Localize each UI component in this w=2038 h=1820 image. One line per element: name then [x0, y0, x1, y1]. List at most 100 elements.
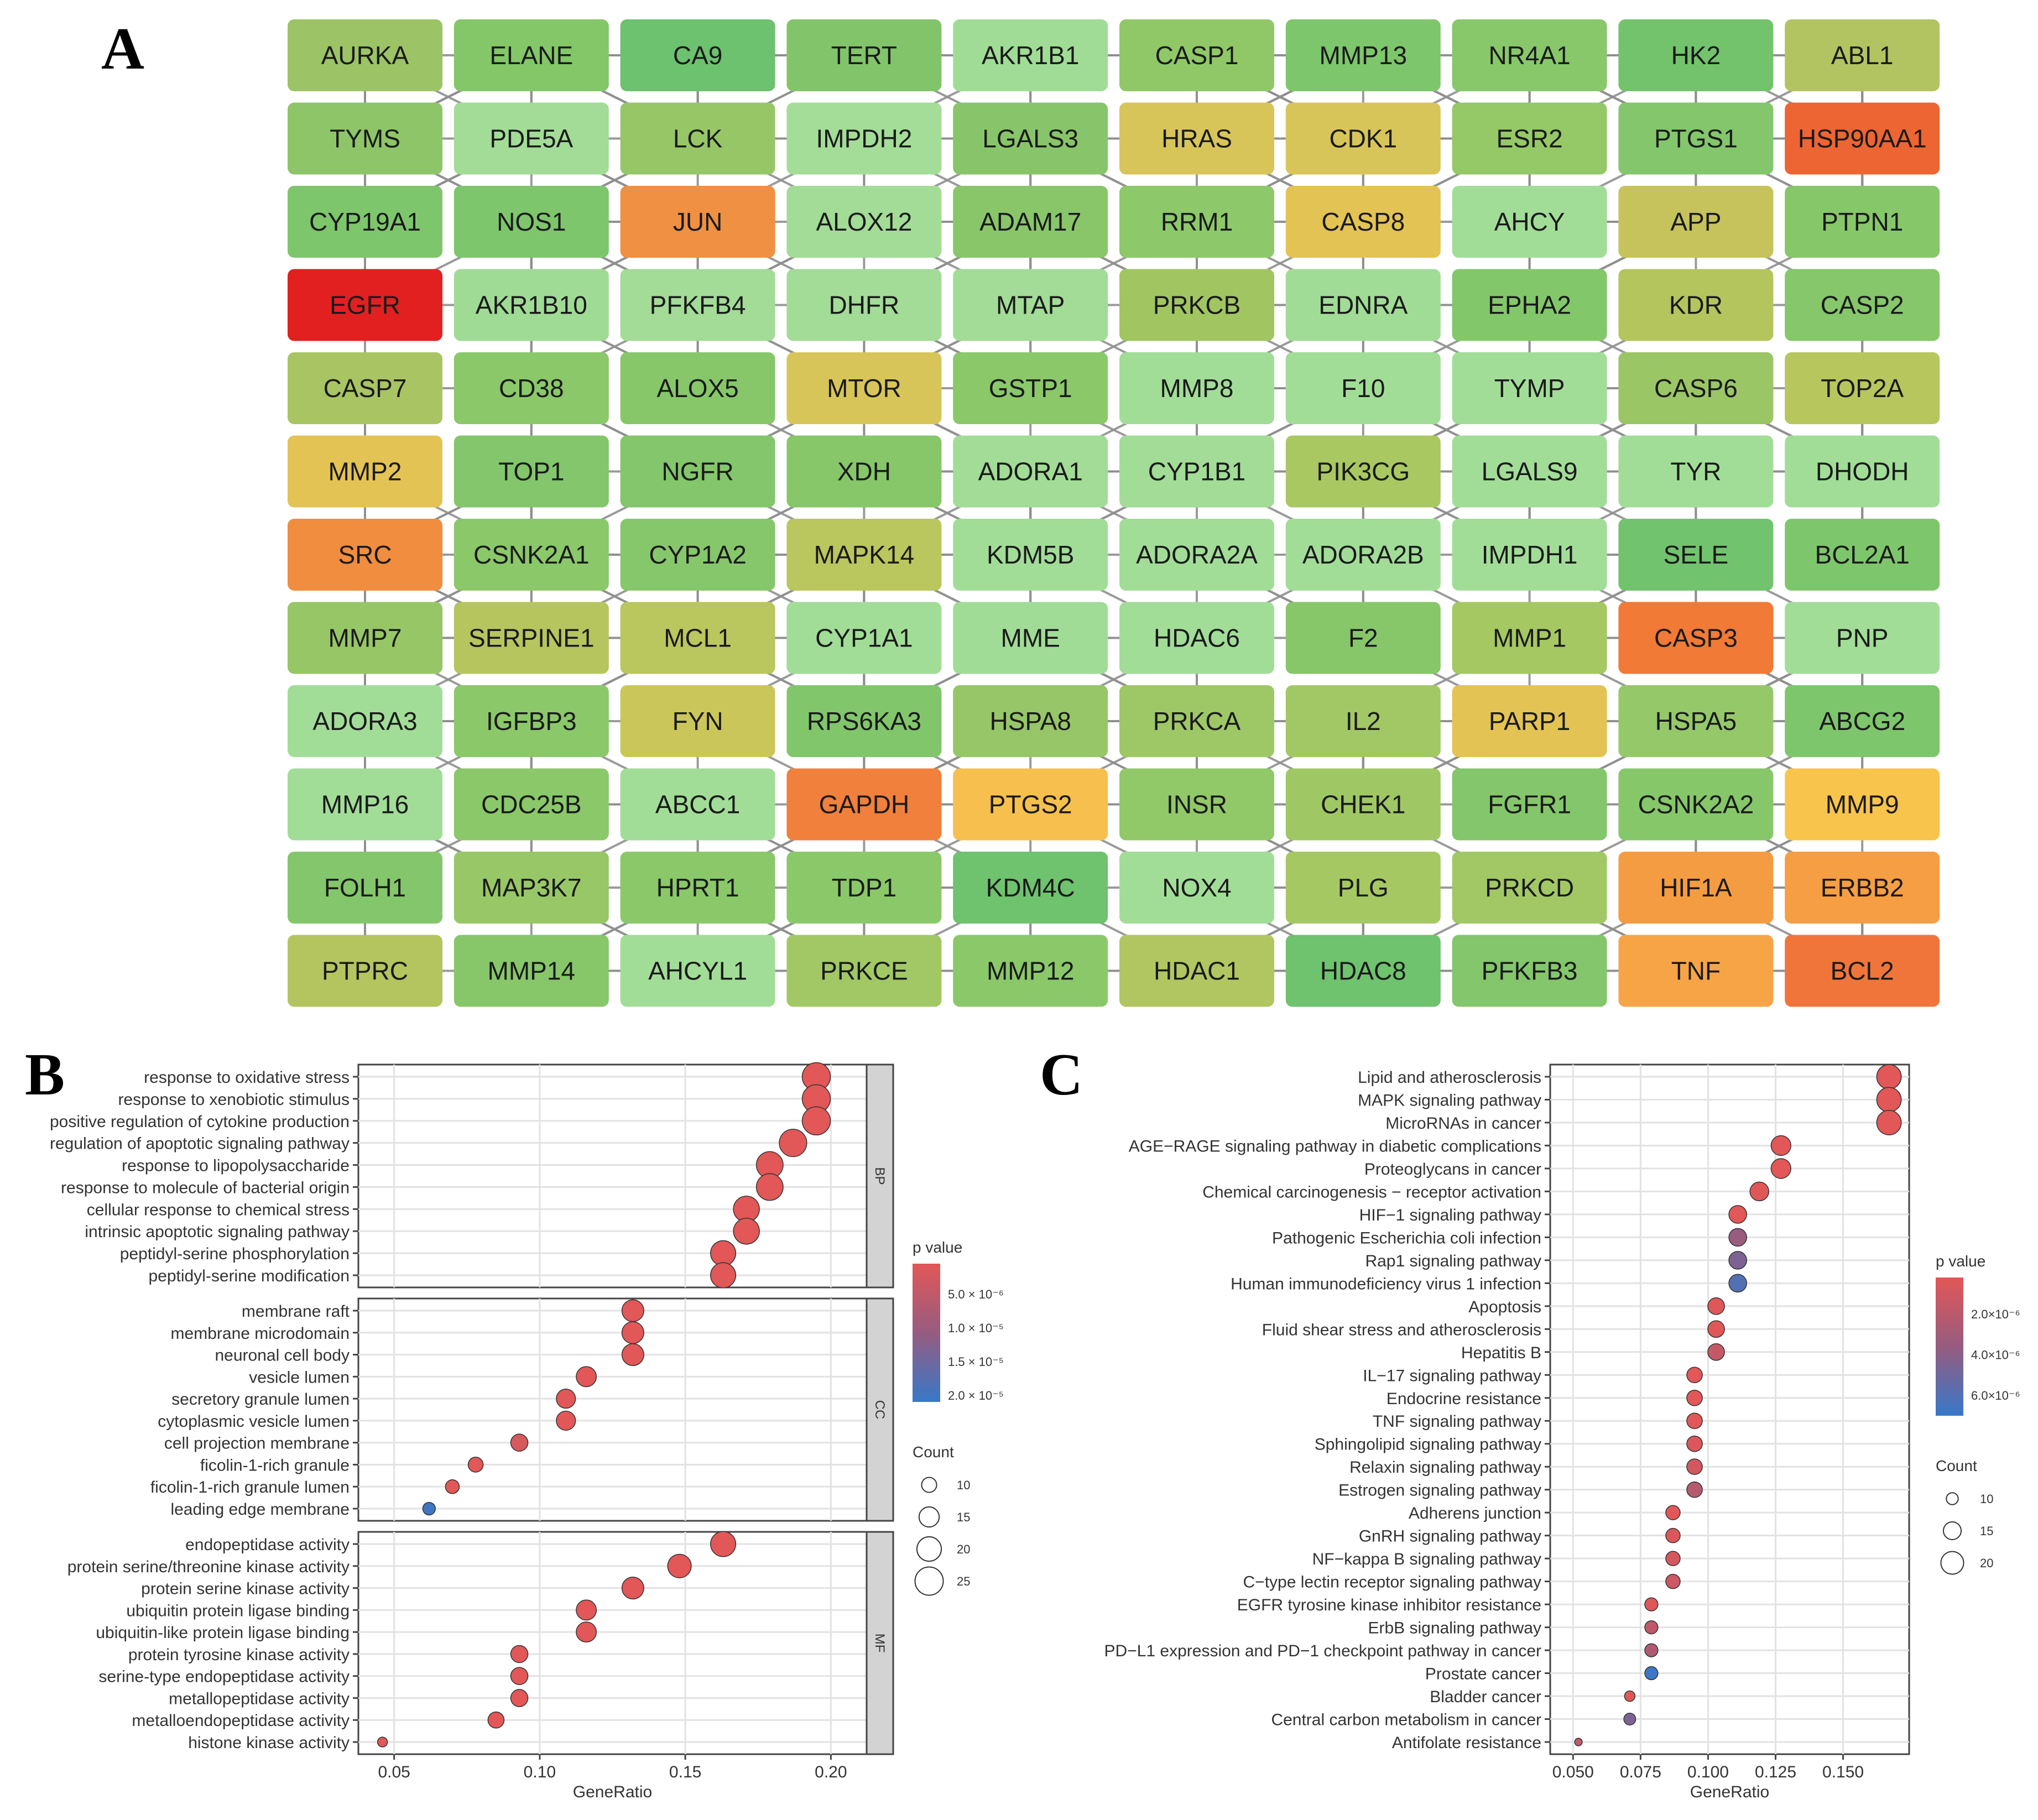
- data-point: [1749, 1181, 1769, 1202]
- gene-node-label: HPRT1: [656, 873, 739, 902]
- gene-node-label: EGFR: [330, 291, 400, 320]
- gene-node-box: [1285, 852, 1441, 924]
- gene-node: IMPDH2: [786, 102, 942, 175]
- gene-node-box: [1285, 269, 1441, 341]
- legend: p value 2.0×10⁻⁶ 4.0×10⁻⁶ 6.0×10⁻⁶ Count 10 15…: [1936, 1253, 2020, 1575]
- panel-label-b: B: [25, 1042, 65, 1108]
- term-label: protein tyrosine kinase activity: [128, 1646, 350, 1664]
- gene-node-label: LGALS9: [1482, 457, 1578, 486]
- gene-node-box: [620, 435, 775, 508]
- legend-size-label: 20: [957, 1542, 970, 1556]
- term-label: MAPK signaling pathway: [1358, 1091, 1541, 1109]
- legend: p value 5.0 × 10⁻⁶ 1.0 × 10⁻⁵ 1.5 × 10⁻⁵ 2.0…: [913, 1239, 1004, 1596]
- x-axis: 0.05 0.10 0.15 0.20 GeneRatio: [378, 1754, 847, 1801]
- gene-node-box: [1119, 935, 1274, 1007]
- gene-node-label: MMP8: [1160, 374, 1234, 403]
- data-point: [1644, 1643, 1659, 1657]
- gene-node-box: [1618, 102, 1774, 175]
- gene-node: EPHA2: [1452, 269, 1607, 341]
- legend-size-label: 15: [957, 1510, 970, 1524]
- x-tick-label: 0.075: [1620, 1763, 1661, 1781]
- gene-node: AURKA: [288, 19, 442, 91]
- gene-node: PLG: [1285, 852, 1441, 924]
- gene-node-box: [1452, 768, 1607, 841]
- gene-node-label: CASP1: [1155, 41, 1239, 70]
- gene-node: MTOR: [786, 352, 942, 424]
- data-point: [1728, 1228, 1747, 1247]
- gene-node-box: [1452, 186, 1607, 258]
- gene-node-box: [1785, 352, 1940, 424]
- gene-node-box: [288, 352, 442, 424]
- legend-size-circle: [921, 1477, 937, 1493]
- gene-node-box: [1452, 435, 1607, 508]
- term-label: ubiquitin-like protein ligase binding: [96, 1624, 350, 1642]
- gene-node-label: CDK1: [1329, 124, 1397, 153]
- gene-node-label: SELE: [1664, 540, 1729, 569]
- gene-node: PFKFB3: [1452, 935, 1607, 1007]
- data-point: [1770, 1135, 1791, 1156]
- gene-node-box: [953, 685, 1108, 757]
- gene-node: CASP3: [1618, 602, 1774, 674]
- data-point: [1728, 1251, 1747, 1270]
- gene-node: IGFBP3: [454, 685, 609, 757]
- gene-node-label: MTOR: [827, 374, 901, 403]
- gene-node: ESR2: [1452, 102, 1607, 175]
- gene-node-box: [454, 186, 609, 258]
- gene-node: MMP8: [1119, 352, 1274, 424]
- gene-node: KDR: [1618, 269, 1774, 341]
- gene-node: NR4A1: [1452, 19, 1607, 91]
- gene-node-box: [1452, 19, 1607, 91]
- facet-bp: response to oxidative stress response to …: [50, 1062, 894, 1289]
- gene-node: F2: [1285, 602, 1441, 674]
- data-point: [710, 1531, 737, 1557]
- gene-node-box: [1785, 435, 1940, 508]
- gene-node-box: [1452, 852, 1607, 924]
- term-label: Endocrine resistance: [1387, 1390, 1541, 1408]
- gene-node: AHCY: [1452, 186, 1607, 258]
- gene-node-box: [1452, 935, 1607, 1007]
- gene-node: CYP1B1: [1119, 435, 1274, 508]
- term-label: TNF signaling pathway: [1373, 1412, 1541, 1431]
- term-label: AGE−RAGE signaling pathway in diabetic c…: [1129, 1137, 1541, 1155]
- gene-node-label: FOLH1: [324, 873, 406, 902]
- gene-node-box: [1285, 435, 1441, 508]
- facet-cc: membrane raft membrane microdomain neurona…: [150, 1297, 894, 1522]
- data-point: [510, 1667, 529, 1685]
- gene-node-label: CHEK1: [1321, 790, 1405, 819]
- gene-node: PTGS1: [1618, 102, 1774, 175]
- gene-node-label: MMP2: [329, 457, 402, 486]
- gene-node-box: [1452, 602, 1607, 674]
- term-label: Adherens junction: [1409, 1504, 1541, 1522]
- gene-node-box: [1285, 519, 1441, 591]
- term-label: membrane microdomain: [171, 1324, 350, 1343]
- data-point: [422, 1501, 436, 1516]
- facet-mf: endopeptidase activity protein serine/thr…: [67, 1531, 894, 1755]
- gene-node-label: F10: [1341, 374, 1385, 403]
- legend-size-label: 10: [1980, 1492, 1993, 1506]
- gene-node: ERBB2: [1785, 852, 1940, 924]
- data-point: [1623, 1713, 1636, 1725]
- gene-node-label: CYP1A1: [815, 624, 913, 653]
- facet-strip: [866, 1531, 894, 1755]
- data-point: [1707, 1297, 1725, 1315]
- legend-color-label: 4.0×10⁻⁶: [1971, 1348, 2020, 1362]
- x-tick-label: 0.20: [815, 1763, 847, 1781]
- x-axis-title: GeneRatio: [1690, 1783, 1769, 1801]
- data-point: [1644, 1666, 1659, 1681]
- gene-node: MMP7: [288, 602, 442, 674]
- gene-node-box: [1618, 352, 1774, 424]
- facet-strip-label: CC: [872, 1400, 887, 1420]
- term-label: peptidyl-serine phosphorylation: [120, 1245, 350, 1263]
- gene-node: HDAC8: [1285, 935, 1441, 1007]
- gene-node-box: [288, 768, 442, 841]
- gene-node-label: ADORA2A: [1136, 540, 1258, 569]
- legend-size-title: Count: [1936, 1457, 1977, 1474]
- gene-node-label: DHODH: [1816, 457, 1909, 486]
- gene-node-label: F2: [1348, 624, 1378, 653]
- gene-node-box: [1785, 935, 1940, 1007]
- gene-node-label: TERT: [831, 41, 897, 70]
- gene-node-label: NOX4: [1162, 873, 1231, 902]
- gene-node: TYMS: [288, 102, 442, 175]
- gene-node-box: [1785, 102, 1940, 175]
